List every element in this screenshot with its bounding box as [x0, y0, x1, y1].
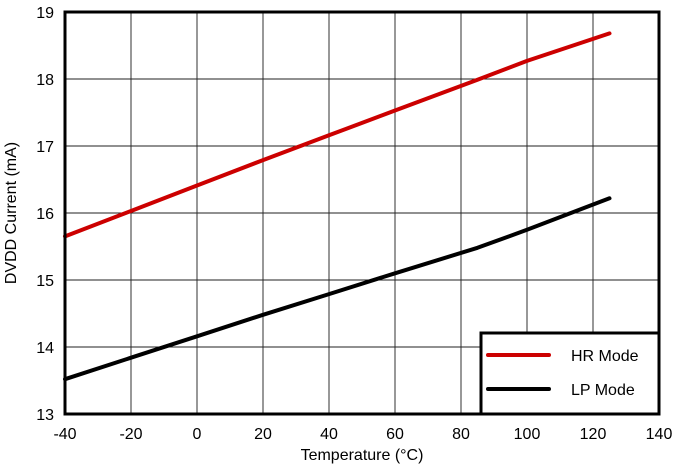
x-tick-label: -20	[119, 426, 142, 443]
y-tick-label: 19	[36, 5, 54, 22]
legend-box	[479, 331, 661, 416]
x-tick-label: 0	[193, 426, 202, 443]
series-line-lp-mode	[63, 196, 612, 382]
x-tick-label: 100	[514, 426, 541, 443]
y-axis-label: DVDD Current (mA)	[3, 142, 20, 284]
y-tick-labels: 13 14 15 16 17 18 19	[36, 5, 54, 424]
x-tick-labels: -40 -20 0 20 40 60 80 100 120 140	[53, 426, 672, 443]
y-tick-label: 14	[36, 340, 54, 357]
y-tick-label: 17	[36, 139, 54, 156]
y-tick-label: 13	[36, 407, 54, 424]
data-series	[63, 31, 612, 382]
x-tick-label: 60	[386, 426, 404, 443]
y-tick-label: 18	[36, 72, 54, 89]
x-axis-label: Temperature (°C)	[301, 447, 424, 464]
x-tick-label: 40	[320, 426, 338, 443]
x-tick-label: -40	[53, 426, 76, 443]
legend-label-lp-mode: LP Mode	[571, 382, 635, 399]
y-tick-label: 15	[36, 273, 54, 290]
y-tick-label: 16	[36, 206, 54, 223]
x-tick-label: 140	[646, 426, 673, 443]
x-tick-label: 120	[580, 426, 607, 443]
series-line-hr-mode	[63, 31, 612, 239]
x-tick-label: 80	[452, 426, 470, 443]
legend: HR Mode LP Mode	[479, 331, 661, 416]
x-tick-label: 20	[254, 426, 272, 443]
plot-frame	[63, 10, 661, 416]
legend-label-hr-mode: HR Mode	[571, 348, 639, 365]
